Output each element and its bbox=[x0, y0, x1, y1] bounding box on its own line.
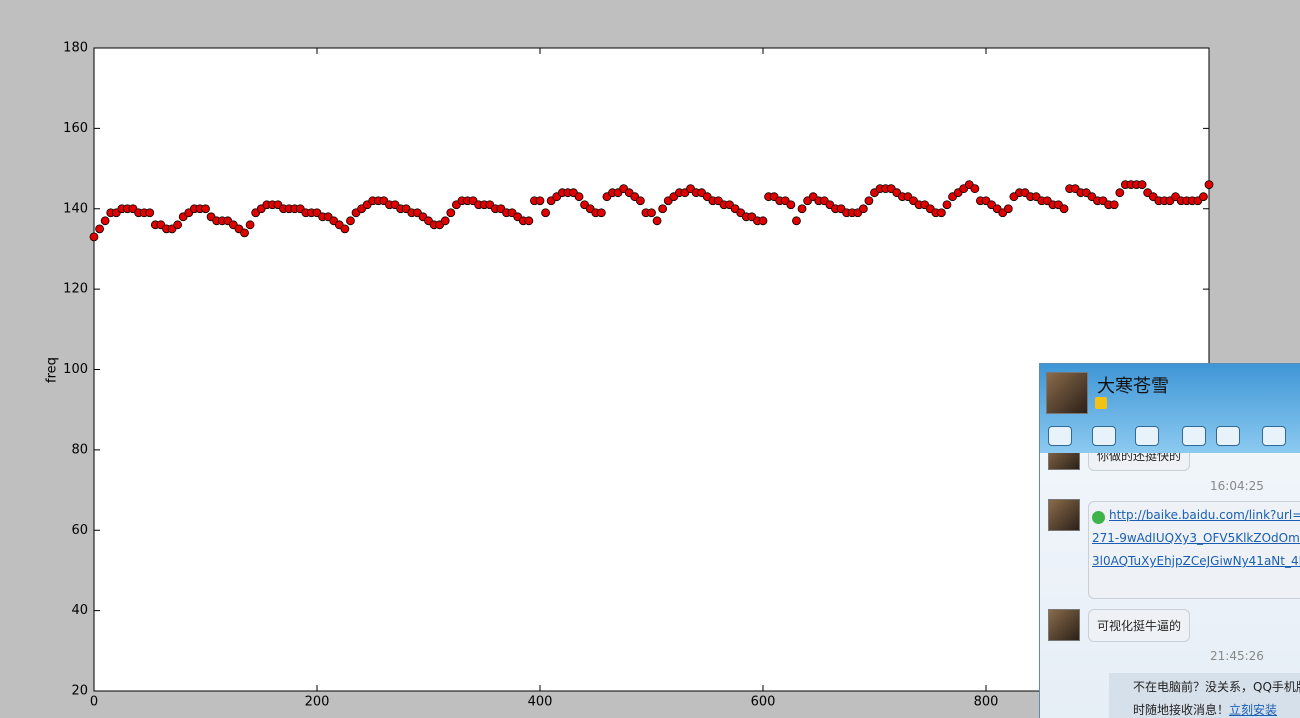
x-tick-label: 400 bbox=[528, 695, 553, 710]
x-tick-label: 600 bbox=[751, 695, 776, 710]
y-tick-label: 160 bbox=[63, 121, 88, 136]
y-tick-label: 180 bbox=[63, 41, 88, 56]
point bbox=[201, 204, 210, 214]
link-bubble: http://baike.baidu.com/link?url=jl 271-9… bbox=[1088, 501, 1300, 599]
point bbox=[942, 200, 952, 210]
point bbox=[173, 220, 183, 230]
point bbox=[574, 192, 584, 202]
point bbox=[346, 216, 355, 226]
message-bubble: 可视化挺牛逼的 bbox=[1088, 609, 1191, 642]
avatar bbox=[1048, 499, 1080, 531]
vip-star bbox=[1095, 397, 1107, 409]
chat-window[interactable]: 大寒苍雪 你做的还挺快的 16:04:25 http://baike.baidu… bbox=[1039, 363, 1300, 718]
point bbox=[635, 196, 645, 206]
y-axis-label: freq bbox=[45, 357, 60, 383]
x-tick-label: 800 bbox=[974, 695, 999, 710]
point bbox=[1204, 180, 1214, 190]
point bbox=[535, 196, 545, 206]
point bbox=[596, 208, 606, 218]
contact-avatar[interactable] bbox=[1046, 372, 1088, 414]
link-line[interactable]: 271-9wAdIUQXy3_OFV5KlkZOdOmw bbox=[1092, 531, 1300, 545]
link-line[interactable]: 3l0AQTuXyEhjpZCeJGiwNy41aNt_4K bbox=[1092, 554, 1300, 568]
y-tick-label: 60 bbox=[71, 523, 88, 538]
install-link[interactable]: 立刻安装 bbox=[1229, 703, 1278, 717]
point bbox=[1059, 204, 1069, 214]
point bbox=[145, 208, 155, 218]
timestamp: 21:45:26 bbox=[1210, 649, 1264, 663]
point bbox=[797, 204, 807, 214]
notice-box: 不在电脑前？没关系，QQ手机版 时随地接收消息！ 立刻安装 bbox=[1109, 673, 1300, 718]
point bbox=[340, 224, 350, 234]
notice-text: 不在电脑前？没关系，QQ手机版 bbox=[1133, 680, 1300, 694]
video-button[interactable] bbox=[1048, 426, 1072, 446]
point bbox=[970, 184, 980, 194]
y-tick-label: 40 bbox=[71, 603, 88, 618]
point bbox=[100, 216, 110, 226]
point bbox=[658, 204, 668, 214]
point bbox=[524, 216, 534, 226]
point bbox=[652, 216, 662, 226]
y-tick-label: 100 bbox=[63, 362, 88, 377]
plot-area bbox=[93, 47, 1210, 692]
x-tick-label: 200 bbox=[305, 695, 330, 710]
point bbox=[245, 220, 255, 230]
chat-header: 大寒苍雪 bbox=[1040, 364, 1300, 453]
point bbox=[440, 216, 450, 226]
point bbox=[1137, 180, 1147, 190]
safe-icon bbox=[1092, 511, 1105, 524]
point bbox=[758, 216, 768, 226]
point bbox=[240, 228, 249, 238]
contact-name: 大寒苍雪 bbox=[1097, 376, 1169, 397]
y-tick-label: 20 bbox=[71, 684, 88, 699]
point bbox=[446, 208, 456, 218]
y-tick-label: 140 bbox=[63, 201, 88, 216]
point bbox=[95, 224, 104, 234]
timestamp: 16:04:25 bbox=[1210, 479, 1264, 493]
point bbox=[792, 216, 801, 226]
file-button[interactable] bbox=[1135, 426, 1159, 446]
point bbox=[89, 232, 99, 242]
point bbox=[1115, 188, 1125, 198]
point bbox=[864, 196, 874, 206]
point bbox=[858, 204, 868, 214]
x-tick-label: 0 bbox=[90, 695, 98, 710]
share-button[interactable] bbox=[1262, 426, 1286, 446]
link-line[interactable]: http://baike.baidu.com/link?url=jl bbox=[1109, 508, 1300, 522]
avatar bbox=[1048, 609, 1080, 641]
y-tick-label: 80 bbox=[71, 442, 88, 457]
point bbox=[1199, 192, 1208, 202]
notice-text: 时随地接收消息！ bbox=[1133, 703, 1230, 717]
screen-button[interactable] bbox=[1216, 426, 1240, 446]
point bbox=[647, 208, 656, 218]
message-button[interactable] bbox=[1182, 426, 1206, 446]
point bbox=[1109, 200, 1119, 210]
y-tick-label: 120 bbox=[63, 282, 88, 297]
point bbox=[937, 208, 946, 218]
voice-button[interactable] bbox=[1092, 426, 1116, 446]
point bbox=[786, 200, 796, 210]
point bbox=[1003, 204, 1013, 214]
point bbox=[541, 208, 550, 218]
